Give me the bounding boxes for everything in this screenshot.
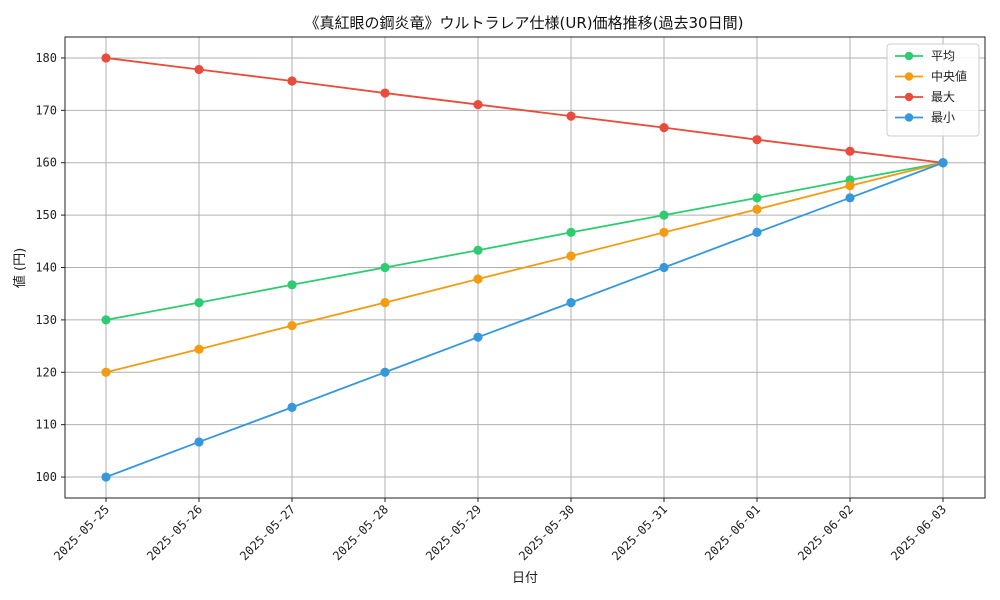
data-point-最大	[101, 53, 111, 63]
data-point-最大	[752, 135, 762, 145]
data-point-最大	[380, 88, 390, 98]
series-line-平均	[105, 161, 944, 321]
data-point-最大	[473, 99, 483, 110]
data-point-中央値	[194, 344, 204, 354]
data-point-最小	[566, 297, 576, 308]
legend-marker	[904, 92, 914, 102]
data-point-最大	[659, 123, 669, 133]
data-point-最大	[845, 146, 855, 156]
data-point-最小	[659, 262, 669, 273]
data-point-中央値	[752, 204, 762, 214]
data-point-平均	[287, 280, 297, 290]
x-tick-label: 2025-05-25	[51, 502, 112, 563]
chart-title: 《真紅眼の鋼炎竜》ウルトラレア仕様(UR)価格推移(過去30日間)	[305, 14, 744, 32]
data-point-最大	[287, 76, 297, 86]
y-axis-title: 値 (円)	[12, 248, 28, 288]
y-tick-label: 120	[35, 365, 57, 379]
x-tick-label: 2025-05-31	[609, 502, 670, 563]
series-line-最大	[105, 57, 944, 164]
y-axis: 100 110 120 130 140 150 160 170 180	[35, 51, 65, 484]
x-axis-title: 日付	[512, 571, 538, 586]
x-tick-label: 2025-05-29	[423, 502, 484, 563]
y-tick-label: 160	[35, 156, 57, 170]
y-tick-label: 180	[35, 51, 57, 65]
legend-label: 最小	[931, 111, 955, 125]
data-point-中央値	[659, 227, 669, 238]
x-tick-label: 2025-06-03	[888, 502, 949, 563]
data-point-中央値	[380, 297, 390, 308]
data-point-最小	[938, 158, 948, 168]
x-tick-label: 2025-05-30	[516, 502, 577, 563]
data-point-平均	[752, 193, 762, 203]
data-point-最小	[194, 437, 204, 447]
x-axis: 2025-05-25 2025-05-26 2025-05-27 2025-05-28…	[51, 498, 949, 563]
data-point-最大	[566, 111, 576, 121]
data-point-平均	[473, 245, 483, 255]
data-point-最大	[194, 64, 204, 75]
data-point-中央値	[287, 321, 297, 331]
series-line-中央値	[105, 161, 944, 374]
data-point-最小	[473, 332, 483, 342]
legend-marker	[904, 51, 914, 61]
x-tick-label: 2025-05-26	[144, 502, 205, 563]
y-tick-label: 100	[35, 470, 57, 484]
x-tick-label: 2025-06-02	[795, 502, 856, 563]
legend-marker	[904, 72, 914, 81]
data-point-平均	[659, 210, 669, 220]
series-group	[101, 53, 948, 482]
data-point-最小	[845, 193, 855, 203]
data-point-最小	[380, 367, 390, 377]
data-point-最小	[101, 472, 111, 482]
legend-label: 平均	[931, 49, 955, 63]
data-point-平均	[566, 227, 576, 238]
data-point-最小	[752, 227, 762, 238]
x-tick-label: 2025-05-27	[237, 502, 298, 563]
y-tick-label: 170	[35, 103, 57, 117]
y-tick-label: 110	[35, 418, 57, 432]
data-point-最小	[287, 402, 297, 412]
x-tick-label: 2025-05-28	[330, 502, 391, 563]
y-tick-label: 150	[35, 208, 57, 222]
data-point-中央値	[473, 274, 483, 284]
series-line-最小	[105, 161, 944, 478]
legend-box	[886, 43, 980, 137]
legend-label: 中央値	[931, 69, 967, 84]
data-point-中央値	[845, 181, 855, 191]
data-point-平均	[380, 262, 390, 273]
data-point-平均	[194, 297, 204, 308]
data-point-中央値	[566, 251, 576, 261]
legend-marker	[904, 113, 914, 122]
x-tick-label: 2025-06-01	[702, 502, 763, 563]
legend-label: 最大	[931, 90, 955, 104]
data-point-中央値	[101, 367, 111, 377]
y-tick-label: 140	[35, 261, 57, 275]
data-point-平均	[101, 315, 111, 325]
y-tick-label: 130	[35, 313, 57, 327]
